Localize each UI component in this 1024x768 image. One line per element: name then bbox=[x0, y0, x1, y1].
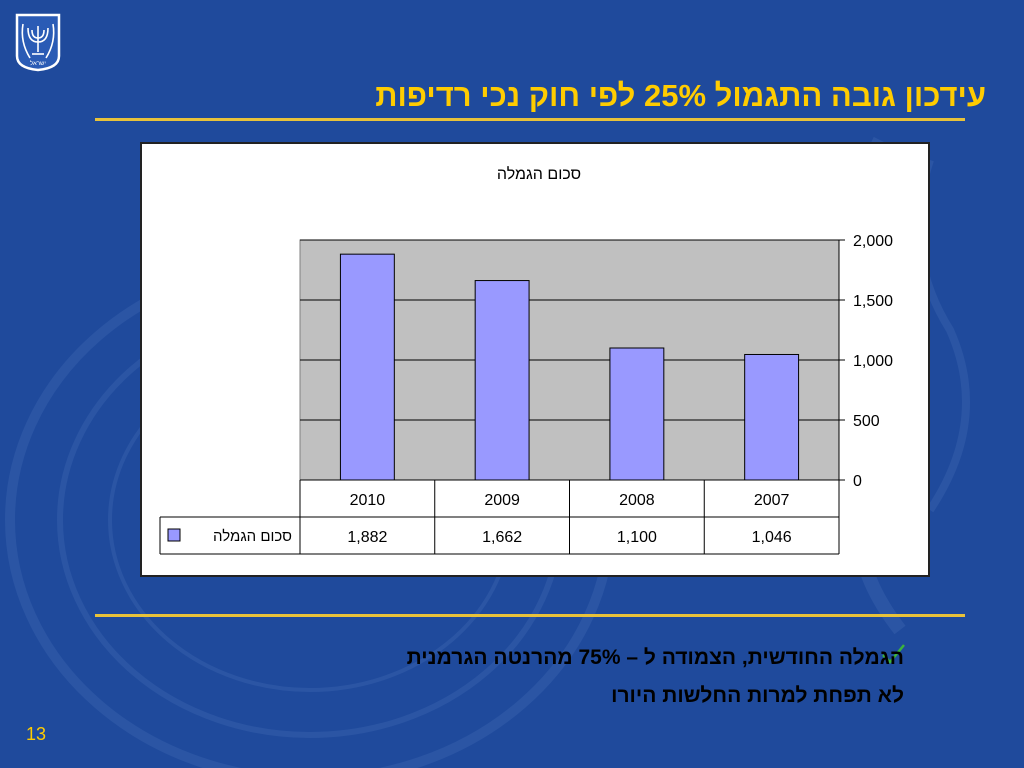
category-label: 2009 bbox=[484, 492, 520, 509]
bottom-divider bbox=[95, 614, 965, 617]
chart-title: סכום הגמלה bbox=[497, 165, 581, 183]
category-label: 2010 bbox=[350, 492, 386, 509]
category-label: 2007 bbox=[754, 492, 790, 509]
data-table-value: 1,662 bbox=[482, 529, 522, 546]
legend-swatch bbox=[167, 528, 181, 542]
data-table-value: 1,100 bbox=[617, 529, 657, 546]
legend-label: סכום הגמלה bbox=[213, 528, 292, 545]
y-tick-label: 0 bbox=[853, 473, 862, 490]
chart-container: סכום הגמלה 0 500 1,000 1,500 2,000 2010 1,882 2… bbox=[140, 142, 930, 577]
state-emblem-icon: ישראל bbox=[15, 13, 61, 72]
y-tick-label: 500 bbox=[853, 413, 880, 430]
title-divider bbox=[95, 118, 965, 121]
bar-2010 bbox=[339, 253, 395, 481]
data-table-value: 1,046 bbox=[752, 529, 792, 546]
check-icon bbox=[882, 644, 905, 664]
bullet-text-line-1: הגמלה החודשית, הצמודה ל – 75% מהרנטה הגר… bbox=[406, 646, 904, 669]
bar-2008 bbox=[609, 347, 665, 481]
y-tick-label: 1,000 bbox=[853, 353, 893, 370]
y-tick-label: 1,500 bbox=[853, 293, 893, 310]
bar-2009 bbox=[474, 280, 530, 481]
emblem-text: ישראל bbox=[30, 59, 46, 67]
bar-chart: סכום הגמלה 0 500 1,000 1,500 2,000 2010 1,882 2… bbox=[159, 165, 893, 555]
slide-title: עידכון גובה התגמול 25% לפי חוק נכי רדיפו… bbox=[375, 78, 986, 113]
data-table-value: 1,882 bbox=[347, 529, 387, 546]
y-tick-label: 2,000 bbox=[853, 233, 893, 250]
page-number: 13 bbox=[26, 724, 47, 744]
bar-2007 bbox=[744, 353, 800, 481]
category-label: 2008 bbox=[619, 492, 655, 509]
bullet-text-line-2: לא תפחת למרות החלשות היורו bbox=[611, 684, 904, 707]
